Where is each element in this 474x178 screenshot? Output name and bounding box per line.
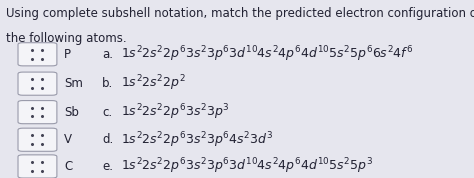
Text: $1s^{2}2s^{2}2p^{2}$: $1s^{2}2s^{2}2p^{2}$ [121,74,186,93]
Text: $1s^{2}2s^{2}2p^{6}3s^{2}3p^{6}4s^{2}3d^{3}$: $1s^{2}2s^{2}2p^{6}3s^{2}3p^{6}4s^{2}3d^… [121,130,273,150]
Text: Using complete subshell notation, match the predicted electron configuration of : Using complete subshell notation, match … [6,7,474,20]
FancyBboxPatch shape [18,43,57,66]
Text: the following atoms.: the following atoms. [6,32,126,45]
Text: $1s^{2}2s^{2}2p^{6}3s^{2}3p^{3}$: $1s^{2}2s^{2}2p^{6}3s^{2}3p^{3}$ [121,102,229,122]
FancyBboxPatch shape [18,72,57,95]
Text: a.: a. [102,48,113,61]
Text: $1s^{2}2s^{2}2p^{6}3s^{2}3p^{6}3d^{10}4s^{2}4p^{6}4d^{10}5s^{2}5p^{3}$: $1s^{2}2s^{2}2p^{6}3s^{2}3p^{6}3d^{10}4s… [121,157,373,176]
Text: c.: c. [102,106,112,119]
Text: P: P [64,48,71,61]
FancyBboxPatch shape [18,155,57,178]
Text: $1s^{2}2s^{2}2p^{6}3s^{2}3p^{6}3d^{10}4s^{2}4p^{6}4d^{10}5s^{2}5p^{6}6s^{2}4f^{6: $1s^{2}2s^{2}2p^{6}3s^{2}3p^{6}3d^{10}4s… [121,44,413,64]
Text: V: V [64,133,72,146]
Text: d.: d. [102,133,113,146]
Text: e.: e. [102,160,113,173]
Text: b.: b. [102,77,113,90]
Text: Sm: Sm [64,77,83,90]
Text: Sb: Sb [64,106,79,119]
Text: C: C [64,160,72,173]
FancyBboxPatch shape [18,101,57,124]
FancyBboxPatch shape [18,128,57,151]
